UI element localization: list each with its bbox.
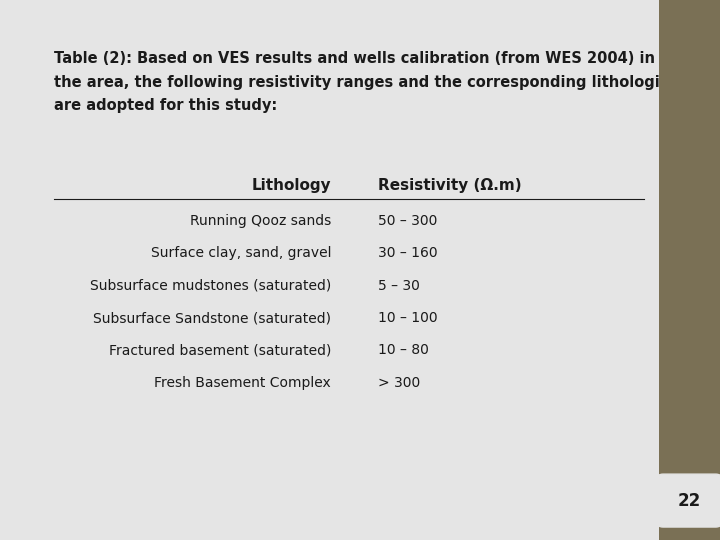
Text: Table (2):: Table (2): xyxy=(54,51,132,66)
Text: 50 – 300: 50 – 300 xyxy=(378,214,437,228)
Text: Resistivity (Ω.m): Resistivity (Ω.m) xyxy=(378,178,521,193)
Text: Lithology: Lithology xyxy=(251,178,331,193)
Text: 10 – 80: 10 – 80 xyxy=(378,343,429,357)
Text: Surface clay, sand, gravel: Surface clay, sand, gravel xyxy=(150,246,331,260)
Text: 22: 22 xyxy=(678,491,701,510)
Text: the area, the following resistivity ranges and the corresponding lithologies: the area, the following resistivity rang… xyxy=(54,75,678,90)
Text: Running Qooz sands: Running Qooz sands xyxy=(190,214,331,228)
Text: > 300: > 300 xyxy=(378,376,420,390)
Text: 5 – 30: 5 – 30 xyxy=(378,279,420,293)
Text: Subsurface mudstones (saturated): Subsurface mudstones (saturated) xyxy=(90,279,331,293)
Text: 10 – 100: 10 – 100 xyxy=(378,311,438,325)
Text: are adopted for this study:: are adopted for this study: xyxy=(54,98,277,113)
Text: Subsurface Sandstone (saturated): Subsurface Sandstone (saturated) xyxy=(93,311,331,325)
Text: 30 – 160: 30 – 160 xyxy=(378,246,438,260)
Text: Fractured basement (saturated): Fractured basement (saturated) xyxy=(109,343,331,357)
Text: Based on VES results and wells calibration (from WES 2004) in: Based on VES results and wells calibrati… xyxy=(137,51,654,66)
Text: Fresh Basement Complex: Fresh Basement Complex xyxy=(155,376,331,390)
